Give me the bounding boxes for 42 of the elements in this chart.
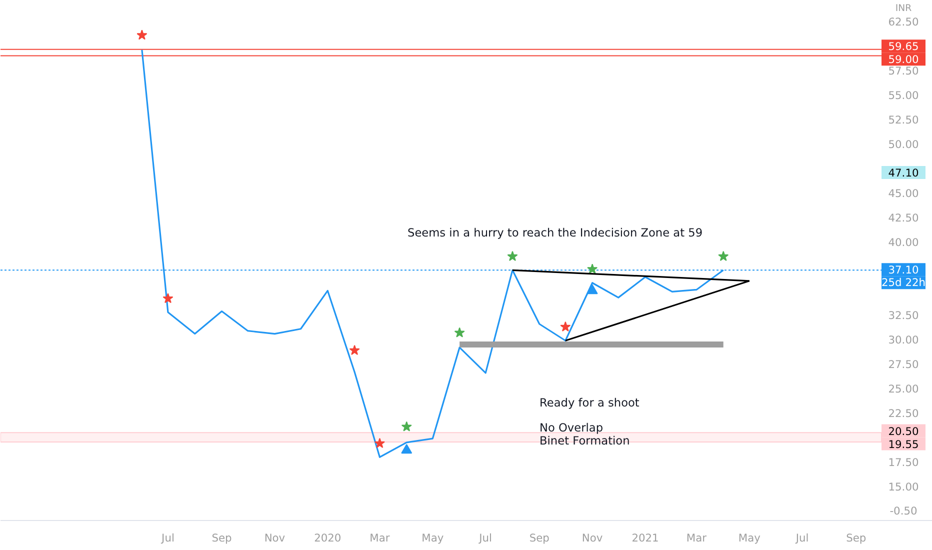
y-tick-label: 32.50: [888, 309, 919, 322]
annotation: 19.55: [888, 438, 919, 451]
y-tick-label: 17.50: [888, 456, 919, 470]
x-tick-label: Sep: [529, 532, 550, 544]
ref-line-label: 59.00: [888, 53, 919, 66]
y-tick-label: 15.00: [888, 480, 919, 494]
annotation: 47.10: [888, 166, 919, 180]
annotation: Ready for a shoot: [540, 396, 640, 410]
annotation: 25d 22h: [881, 276, 926, 290]
y-tick-label: 57.50: [888, 64, 919, 78]
y-tick-label: 25.00: [888, 382, 919, 396]
y-tick-label: 40.00: [888, 236, 919, 249]
x-tick-label: May: [422, 532, 444, 544]
ref-line-label: 59.65: [888, 40, 919, 54]
x-tick-label: Mar: [370, 532, 390, 544]
annotation: Binet Formation: [540, 434, 630, 448]
x-tick-label: Nov: [582, 532, 603, 544]
y-tick-label: 22.50: [888, 407, 919, 420]
y-tick-label: 45.00: [888, 186, 919, 200]
annotation: Seems in a hurry to reach the Indecision Zone at 59: [408, 226, 703, 240]
y-tick-label: 50.00: [888, 138, 919, 151]
x-tick-label: Sep: [212, 532, 232, 544]
text: INR: [895, 3, 912, 14]
x-tick-label: 2020: [314, 532, 342, 544]
x-tick-label: Sep: [846, 532, 866, 544]
y-tick-label: 27.50: [888, 358, 919, 372]
x-tick-label: Jul: [794, 532, 809, 544]
x-tick-label: Jul: [160, 532, 174, 544]
x-tick-label: Mar: [686, 532, 708, 544]
y-tick-label: 42.50: [888, 211, 919, 224]
y-tick-label: 52.50: [888, 113, 919, 126]
y-tick-label: 30.00: [888, 334, 919, 347]
y-tick-label: 62.50: [888, 16, 919, 28]
text: -0.50: [890, 504, 918, 518]
y-tick-label: 55.00: [888, 88, 919, 102]
ref-line-label: 37.10: [888, 264, 919, 277]
annotation: No Overlap: [540, 420, 604, 434]
x-tick-label: May: [738, 532, 760, 544]
x-tick-label: 2021: [632, 532, 659, 544]
x-tick-label: Nov: [264, 532, 286, 544]
x-tick-label: Jul: [478, 532, 492, 544]
band-label: 20.50: [888, 424, 919, 438]
